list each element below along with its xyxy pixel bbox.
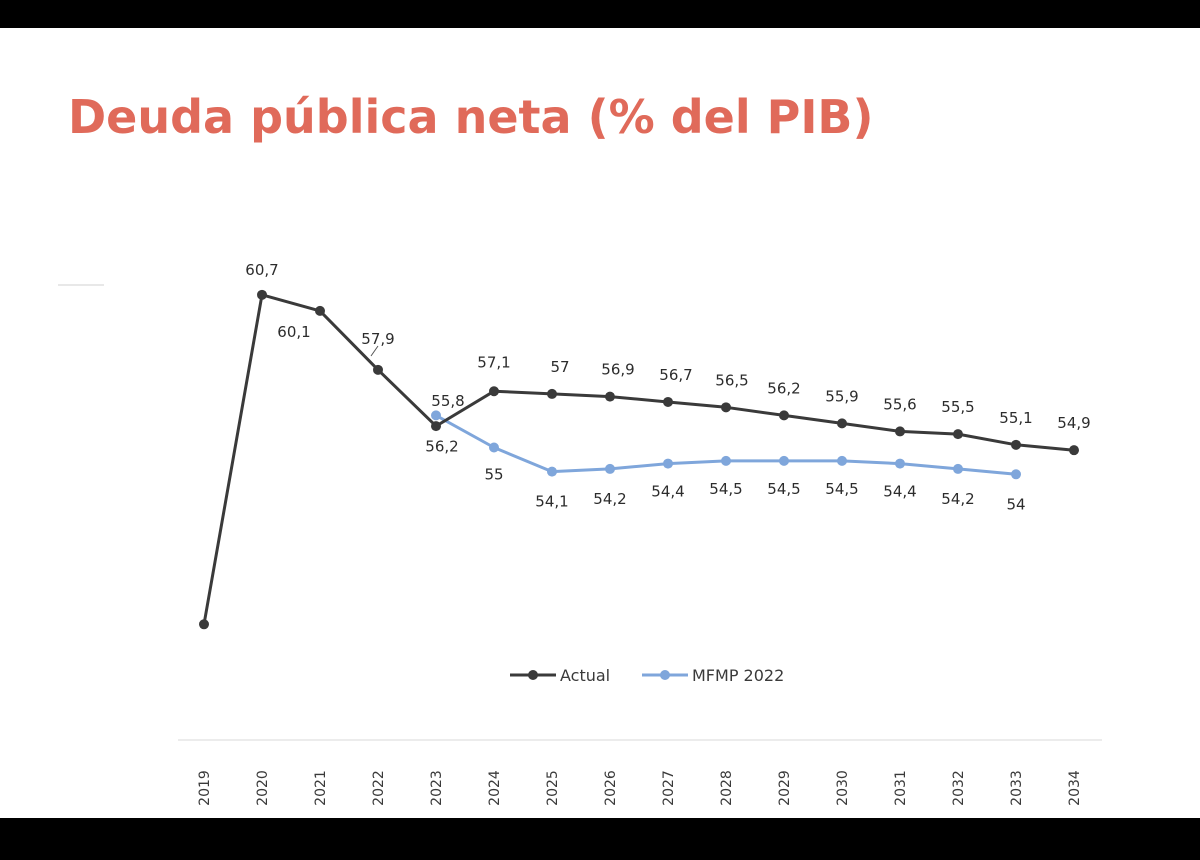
actual-data-label: 55,9 <box>825 387 858 405</box>
mfmp-2022-data-point <box>721 455 731 466</box>
actual-data-point <box>837 418 847 429</box>
line-chart: 2019 2020 2021 2022 2023 2024 2025 2026 2027 2028… <box>178 261 1102 806</box>
actual-data-point <box>663 396 673 407</box>
x-tick-label: 2026 <box>603 770 619 806</box>
actual-data-label: 57,9 <box>361 330 394 348</box>
chart-slide: Deuda pública neta (% del PIB) 2019 2020 2… <box>0 28 1200 818</box>
actual-data-label: 54,9 <box>1057 414 1090 432</box>
x-tick-label: 2033 <box>1009 770 1025 806</box>
actual-data-point <box>315 305 325 316</box>
actual-data-point <box>547 388 557 399</box>
mfmp-2022-data-label: 54,2 <box>941 490 974 508</box>
actual-data-label: 57 <box>550 358 569 376</box>
actual-data-label: 60,1 <box>277 323 310 341</box>
actual-data-label: 55,1 <box>999 409 1032 427</box>
legend-mfmp-2022-label: MFMP 2022 <box>692 666 784 685</box>
mfmp-2022-data-point <box>837 455 847 466</box>
x-tick-label: 2032 <box>951 770 967 806</box>
actual-data-point <box>257 289 267 300</box>
actual-data-label: 55,6 <box>883 395 916 413</box>
actual-data-point <box>605 391 615 402</box>
x-tick-label: 2025 <box>545 770 561 806</box>
actual-data-label: 56,5 <box>715 371 748 389</box>
mfmp-2022-data-label: 54,5 <box>709 480 742 498</box>
decorative-line <box>58 284 104 286</box>
mfmp-2022-data-label: 54,1 <box>535 493 568 511</box>
x-tick-label: 2021 <box>313 770 329 806</box>
legend-mfmp-2022-swatch-marker <box>660 670 670 680</box>
actual-data-point <box>1011 439 1021 450</box>
mfmp-2022-data-point <box>895 458 905 469</box>
mfmp-2022-data-label: 56,2 <box>425 437 458 455</box>
x-tick-label: 2023 <box>429 770 445 806</box>
actual-data-point <box>953 429 963 440</box>
x-tick-label: 2019 <box>197 770 213 806</box>
actual-data-point <box>779 410 789 421</box>
actual-data-point <box>721 402 731 413</box>
mfmp-2022-data-label: 54 <box>1006 495 1025 513</box>
actual-data-point <box>199 619 209 630</box>
mfmp-2022-data-point <box>663 458 673 469</box>
mfmp-2022-data-point <box>431 410 441 421</box>
mfmp-2022-data-point <box>547 466 557 477</box>
mfmp-2022-data-point <box>489 442 499 453</box>
chart-title: Deuda pública neta (% del PIB) <box>68 90 874 144</box>
x-tick-label: 2027 <box>661 770 677 806</box>
actual-data-label: 60,7 <box>245 261 278 279</box>
label-leader-line <box>370 345 379 357</box>
mfmp-2022-data-point <box>1011 469 1021 480</box>
legend-actual-label: Actual <box>560 666 610 685</box>
actual-data-point <box>1069 445 1079 456</box>
mfmp-2022-data-label: 54,5 <box>767 480 800 498</box>
mfmp-2022-data-point <box>779 455 789 466</box>
mfmp-2022-data-point <box>953 463 963 474</box>
mfmp-2022-data-label: 55 <box>484 466 503 484</box>
actual-series-line <box>202 293 1075 625</box>
x-tick-label: 2030 <box>835 770 851 806</box>
actual-data-label: 56,7 <box>659 366 692 384</box>
actual-data-label: 55,5 <box>941 398 974 416</box>
mfmp-2022-data-label: 54,2 <box>593 490 626 508</box>
x-tick-label: 2020 <box>255 770 271 806</box>
actual-data-label: 55,8 <box>431 392 464 410</box>
x-tick-label: 2031 <box>893 770 909 806</box>
mfmp-2022-data-label: 54,4 <box>651 483 684 501</box>
actual-data-label: 57,1 <box>477 353 510 371</box>
legend-actual-swatch-marker <box>528 670 538 680</box>
mfmp-2022-data-label: 54,5 <box>825 480 858 498</box>
x-tick-label: 2028 <box>719 770 735 806</box>
x-tick-label: 2029 <box>777 770 793 806</box>
actual-data-label: 56,2 <box>767 379 800 397</box>
x-tick-label: 2024 <box>487 770 503 806</box>
mfmp-2022-data-point <box>605 463 615 474</box>
actual-data-point <box>489 386 499 397</box>
x-tick-label: 2022 <box>371 770 387 806</box>
actual-data-label: 56,9 <box>601 361 634 379</box>
actual-data-point <box>431 421 441 432</box>
actual-data-point <box>373 364 383 375</box>
mfmp-2022-data-label: 54,4 <box>883 483 916 501</box>
actual-data-point <box>895 426 905 437</box>
x-tick-label: 2034 <box>1067 770 1083 806</box>
